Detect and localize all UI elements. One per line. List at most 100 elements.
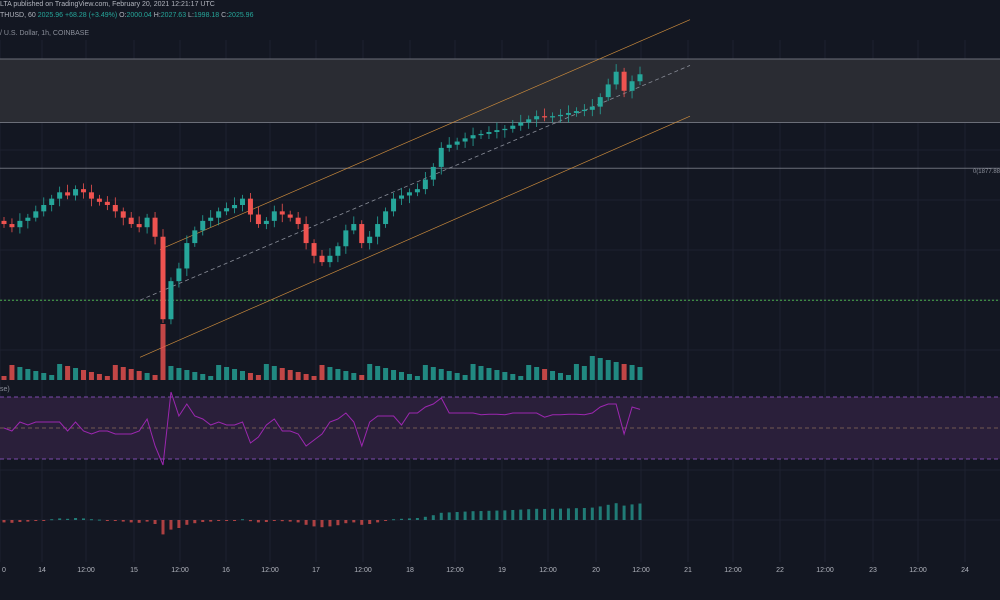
candle-body-56 (446, 144, 452, 148)
candle-body-3 (25, 217, 31, 221)
volume-bar-58 (462, 375, 468, 380)
volume-bar-56 (446, 371, 452, 380)
candle-body-14 (112, 205, 118, 212)
candle-body-45 (359, 224, 365, 244)
candle-body-31 (247, 198, 253, 215)
macd-bar-55 (439, 512, 443, 520)
candle-body-64 (510, 125, 516, 129)
candle-body-18 (144, 217, 150, 228)
candle-body-57 (454, 141, 460, 145)
candle-body-24 (192, 230, 198, 244)
x-tick-1: 14 (38, 567, 46, 574)
close-value-2: 2025.96 (228, 12, 254, 19)
macd-bar-67 (535, 508, 539, 520)
candle-body-16 (128, 217, 134, 225)
candle-body-54 (430, 166, 436, 180)
candle-body-48 (383, 211, 389, 225)
x-tick-18: 12:00 (816, 567, 834, 574)
candle-body-65 (518, 122, 524, 126)
volume-bar-79 (629, 365, 635, 380)
macd-bar-18 (145, 520, 149, 522)
candle-body-19 (152, 217, 158, 237)
macd-bar-4 (34, 520, 38, 521)
volume-bar-70 (558, 373, 563, 380)
candle-body-49 (391, 198, 397, 212)
macd-bar-3 (26, 520, 30, 522)
candle-body-72 (573, 111, 579, 113)
volume-bar-49 (391, 370, 397, 380)
x-tick-21: 24 (961, 567, 969, 574)
volume-bar-1 (9, 365, 15, 380)
candle-body-9 (73, 189, 79, 196)
macd-bar-41 (328, 520, 332, 527)
candle-body-26 (208, 217, 214, 221)
pair-label: / U.S. Dollar, 1h, COINBASE (0, 30, 90, 37)
volume-bar-15 (120, 367, 126, 380)
macd-bar-2 (18, 520, 22, 522)
macd-bar-12 (97, 519, 101, 521)
volume-bar-42 (335, 369, 341, 380)
candle-body-20 (160, 236, 166, 320)
volume-bar-68 (542, 369, 548, 380)
macd-bar-56 (447, 512, 451, 520)
volume-bar-7 (57, 364, 63, 380)
macd-bar-54 (431, 515, 435, 520)
candle-body-75 (597, 97, 603, 107)
volume-bar-41 (327, 367, 333, 380)
candle-body-22 (176, 268, 182, 282)
x-tick-10: 12:00 (446, 567, 464, 574)
candle-body-76 (605, 84, 611, 98)
macd-bar-64 (511, 510, 515, 520)
candle-body-51 (406, 192, 412, 196)
volume-bar-20 (160, 324, 166, 380)
macd-bar-59 (471, 511, 475, 520)
macd-bar-61 (487, 510, 491, 520)
macd-bar-16 (129, 520, 133, 523)
volume-bar-50 (399, 372, 404, 380)
volume-bar-59 (470, 364, 476, 380)
volume-bar-21 (168, 366, 174, 380)
macd-bar-42 (336, 520, 340, 526)
candle-body-7 (57, 192, 63, 199)
x-tick-17: 22 (776, 567, 784, 574)
volume-bar-47 (375, 366, 381, 380)
x-tick-7: 17 (312, 567, 320, 574)
candle-body-15 (120, 211, 126, 218)
macd-bar-48 (384, 520, 388, 521)
macd-bar-75 (598, 506, 602, 520)
x-tick-12: 12:00 (539, 567, 557, 574)
macd-bar-77 (614, 503, 618, 520)
volume-bar-3 (25, 369, 31, 380)
resistance-zone (0, 59, 1000, 123)
macd-bar-69 (551, 508, 555, 520)
macd-bar-31 (248, 520, 252, 522)
macd-bar-22 (177, 520, 181, 528)
macd-bar-72 (574, 508, 578, 520)
candle-body-12 (96, 198, 102, 202)
macd-bar-35 (280, 520, 284, 522)
candle-body-67 (534, 116, 540, 120)
macd-bar-10 (82, 518, 85, 520)
candle-body-77 (613, 71, 619, 85)
volume-bar-60 (478, 366, 484, 380)
candle-body-33 (263, 220, 269, 225)
candle-body-43 (343, 230, 349, 247)
macd-bar-37 (296, 520, 300, 523)
macd-bar-8 (66, 518, 70, 520)
candle-body-42 (335, 246, 341, 256)
volume-bar-51 (406, 374, 412, 380)
macd-bar-24 (193, 520, 197, 524)
macd-bar-76 (606, 504, 610, 520)
candle-body-25 (200, 220, 206, 231)
macd-bar-1 (10, 520, 14, 523)
volume-bar-67 (534, 367, 540, 380)
volume-bar-12 (96, 374, 102, 380)
candle-body-80 (637, 74, 643, 82)
volume-bar-76 (605, 360, 611, 380)
x-tick-15: 21 (684, 567, 692, 574)
published-line: LTA published on TradingView.com, Februa… (0, 1, 215, 8)
macd-bar-52 (415, 518, 419, 520)
x-tick-14: 12:00 (632, 567, 650, 574)
candle-body-37 (295, 217, 301, 225)
